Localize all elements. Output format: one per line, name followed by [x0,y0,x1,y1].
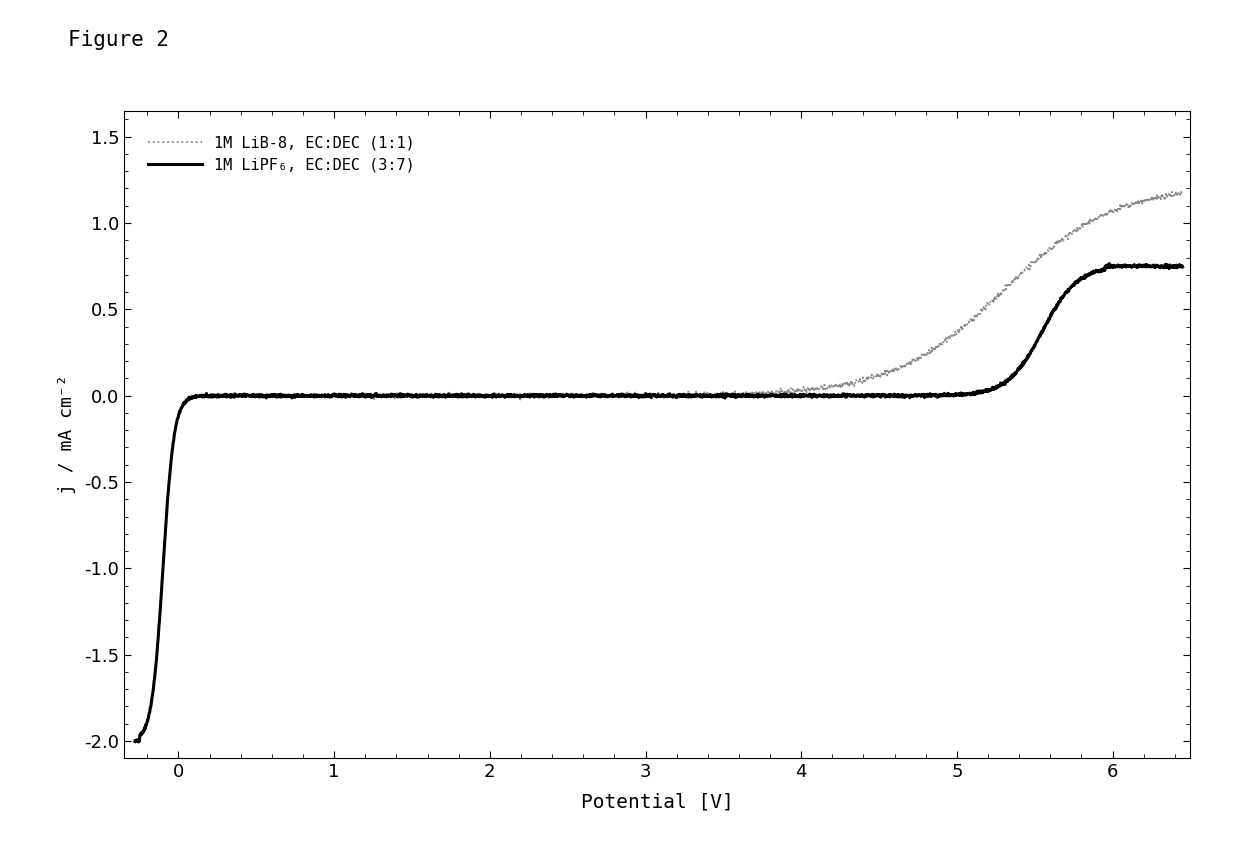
1M LiB-8, EC:DEC (1:1) [130,738,145,748]
1M LiPF₆, EC:DEC (3:7) [1176,262,1190,272]
1M LiPF₆, EC:DEC (3:7) [1042,314,1056,324]
1M LiB-8, EC:DEC (1:1) [1174,187,1189,197]
Y-axis label: j / mA cm⁻²: j / mA cm⁻² [58,375,76,494]
1M LiPF₆, EC:DEC (3:7) [310,391,325,401]
1M LiPF₆, EC:DEC (3:7) [575,390,590,400]
1M LiPF₆, EC:DEC (3:7) [1156,262,1171,273]
1M LiB-8, EC:DEC (1:1) [529,390,544,400]
1M LiB-8, EC:DEC (1:1) [310,389,325,399]
1M LiB-8, EC:DEC (1:1) [128,734,143,744]
X-axis label: Potential [V]: Potential [V] [580,792,734,811]
Line: 1M LiPF₆, EC:DEC (3:7): 1M LiPF₆, EC:DEC (3:7) [135,264,1183,742]
1M LiPF₆, EC:DEC (3:7) [1102,259,1117,269]
1M LiPF₆, EC:DEC (3:7) [247,390,262,400]
Text: Figure 2: Figure 2 [68,30,169,49]
1M LiB-8, EC:DEC (1:1) [1176,187,1190,198]
1M LiB-8, EC:DEC (1:1) [247,391,262,401]
Line: 1M LiB-8, EC:DEC (1:1): 1M LiB-8, EC:DEC (1:1) [135,192,1183,743]
1M LiPF₆, EC:DEC (3:7) [131,737,146,747]
1M LiB-8, EC:DEC (1:1) [575,389,590,400]
1M LiPF₆, EC:DEC (3:7) [128,736,143,746]
1M LiB-8, EC:DEC (1:1) [1042,243,1056,253]
1M LiPF₆, EC:DEC (3:7) [529,389,544,400]
Legend: 1M LiB-8, EC:DEC (1:1), 1M LiPF₆, EC:DEC (3:7): 1M LiB-8, EC:DEC (1:1), 1M LiPF₆, EC:DEC… [143,130,422,179]
1M LiB-8, EC:DEC (1:1) [1154,190,1169,200]
